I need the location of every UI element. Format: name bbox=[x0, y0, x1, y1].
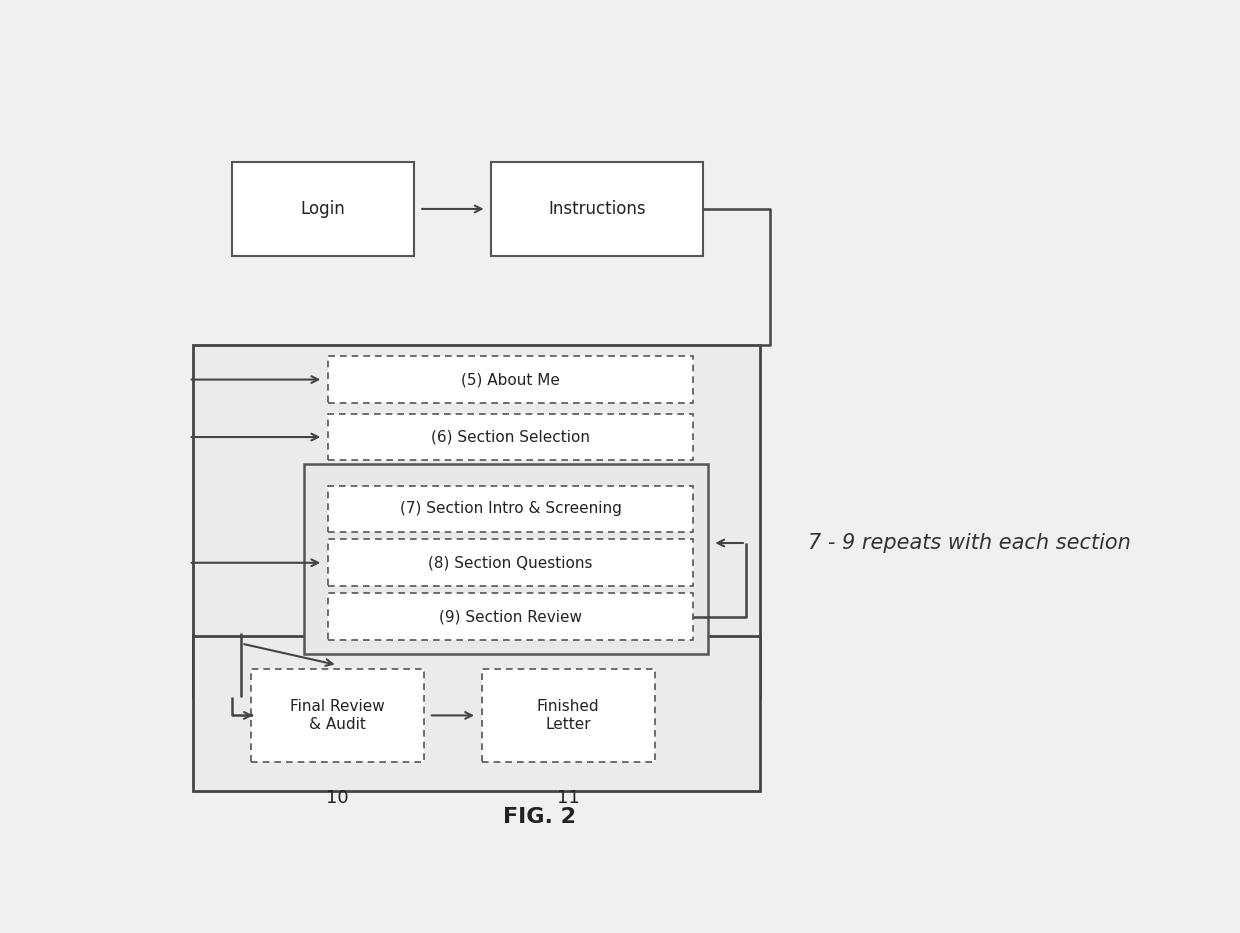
FancyBboxPatch shape bbox=[327, 485, 693, 532]
Text: Final Review
& Audit: Final Review & Audit bbox=[290, 699, 384, 731]
Text: (6) Section Selection: (6) Section Selection bbox=[432, 429, 590, 444]
Text: 11: 11 bbox=[557, 788, 579, 807]
Text: (8) Section Questions: (8) Section Questions bbox=[428, 555, 593, 570]
FancyBboxPatch shape bbox=[327, 593, 693, 640]
FancyBboxPatch shape bbox=[327, 356, 693, 403]
FancyBboxPatch shape bbox=[193, 345, 760, 698]
Text: Login: Login bbox=[301, 200, 346, 218]
Text: (5) About Me: (5) About Me bbox=[461, 372, 560, 387]
FancyBboxPatch shape bbox=[491, 162, 703, 256]
FancyBboxPatch shape bbox=[327, 539, 693, 586]
Text: Finished
Letter: Finished Letter bbox=[537, 699, 600, 731]
Text: FIG. 2: FIG. 2 bbox=[503, 807, 575, 827]
FancyBboxPatch shape bbox=[481, 669, 655, 762]
Text: 10: 10 bbox=[326, 788, 348, 807]
FancyBboxPatch shape bbox=[232, 162, 414, 256]
FancyBboxPatch shape bbox=[250, 669, 424, 762]
FancyBboxPatch shape bbox=[327, 413, 693, 460]
Text: 7 - 9 repeats with each section: 7 - 9 repeats with each section bbox=[808, 533, 1131, 553]
Text: (7) Section Intro & Screening: (7) Section Intro & Screening bbox=[399, 501, 621, 516]
Text: (9) Section Review: (9) Section Review bbox=[439, 609, 582, 624]
FancyBboxPatch shape bbox=[193, 636, 760, 791]
FancyBboxPatch shape bbox=[304, 464, 708, 654]
Text: Instructions: Instructions bbox=[548, 200, 646, 218]
